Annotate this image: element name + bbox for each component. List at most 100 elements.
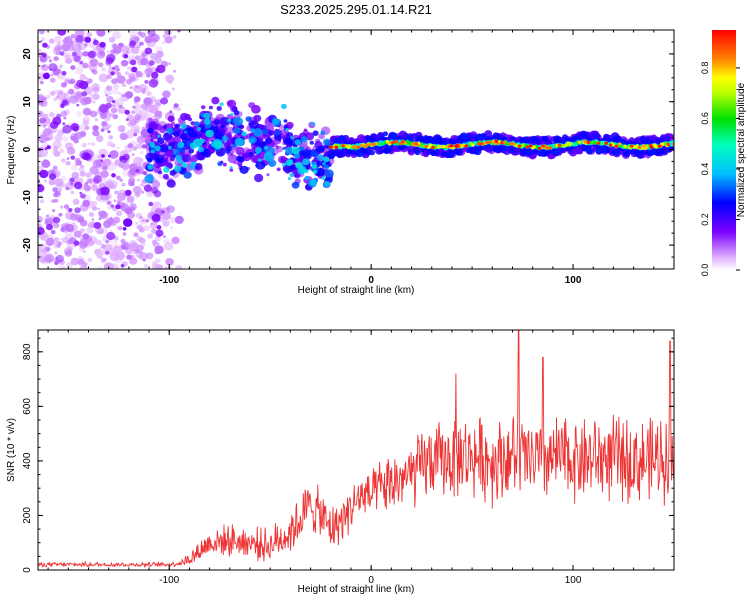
heatmap-cell	[42, 72, 51, 80]
heatmap-cell	[321, 176, 326, 181]
heatmap-cell	[289, 164, 297, 171]
heatmap-cell	[155, 264, 164, 269]
heatmap-cell	[145, 219, 150, 223]
heatmap-cell	[117, 106, 126, 114]
heatmap-cell	[39, 55, 48, 63]
heatmap-cell	[220, 125, 225, 129]
heatmap-cell	[132, 146, 138, 151]
heatmap-cell	[68, 208, 73, 212]
heatmap-cell	[145, 252, 154, 260]
heatmap-cell	[147, 163, 154, 170]
heatmap-cell	[454, 144, 459, 148]
heatmap-cell	[73, 240, 80, 246]
heatmap-cell	[152, 37, 157, 43]
heatmap-cell	[62, 136, 69, 142]
heatmap-cell	[70, 182, 74, 186]
heatmap-cell	[89, 58, 99, 67]
heatmap-cell	[131, 46, 140, 55]
heatmap-cell	[110, 204, 115, 208]
heatmap-cell	[39, 169, 49, 179]
heatmap-cell	[254, 146, 262, 154]
heatmap-cell	[151, 71, 159, 79]
heatmap-cell	[166, 205, 175, 214]
heatmap-cell	[129, 242, 139, 251]
heatmap-cell	[73, 230, 82, 238]
heatmap-cell	[100, 128, 105, 132]
heatmap-cell	[116, 75, 126, 84]
heatmap-cell	[138, 252, 148, 261]
heatmap-cell	[101, 121, 108, 127]
heatmap-cell	[46, 145, 51, 150]
heatmap-cell	[617, 142, 622, 146]
heatmap-cell	[446, 150, 455, 159]
heatmap-cell	[450, 144, 454, 148]
heatmap-cell	[54, 261, 59, 266]
heatmap-cell	[72, 51, 77, 57]
heatmap-cell	[268, 159, 277, 167]
heatmap-cell	[148, 117, 153, 122]
heatmap-cell	[184, 130, 188, 134]
heatmap-cell	[128, 30, 138, 37]
heatmap-cell	[265, 137, 273, 144]
heatmap-cell	[84, 181, 89, 185]
heatmap-cell	[464, 144, 469, 148]
heatmap-cell	[42, 42, 48, 48]
heatmap-cell	[173, 103, 179, 108]
heatmap-cell	[140, 190, 145, 194]
heatmap-cell	[88, 212, 95, 217]
heatmap-cell	[461, 143, 465, 148]
heatmap-cell	[76, 111, 83, 118]
heatmap-cell	[120, 59, 129, 67]
heatmap-cell	[87, 257, 93, 263]
heatmap-cell	[276, 167, 281, 172]
heatmap-cell	[546, 140, 552, 145]
heatmap-cell	[69, 95, 79, 104]
heatmap-cell	[106, 53, 116, 63]
heatmap-cell	[89, 165, 99, 175]
heatmap-cell	[43, 255, 53, 264]
heatmap-cell	[324, 169, 334, 178]
heatmap-cell	[62, 266, 66, 269]
heatmap-cell	[162, 90, 171, 99]
heatmap-cell	[70, 34, 76, 39]
heatmap-cell	[52, 165, 58, 171]
heatmap-cell	[92, 159, 102, 168]
heatmap-cell	[101, 244, 106, 249]
heatmap-cell	[75, 160, 82, 166]
heatmap-cell	[118, 92, 122, 96]
heatmap-cell	[55, 254, 64, 263]
heatmap-cell	[151, 144, 156, 149]
heatmap-cell	[323, 180, 331, 188]
heatmap-cell	[133, 232, 139, 237]
heatmap-cell	[58, 265, 64, 269]
heatmap-cell	[647, 148, 657, 156]
heatmap-cell	[287, 177, 292, 181]
heatmap-cell	[124, 91, 134, 99]
heatmap-cell	[48, 63, 58, 72]
heatmap-cell	[82, 51, 89, 57]
heatmap-cell	[101, 154, 105, 158]
heatmap-cell	[143, 263, 148, 269]
heatmap-cell	[305, 132, 315, 141]
heatmap-cell	[100, 257, 107, 263]
heatmap-cell	[253, 128, 263, 137]
heatmap-cell	[205, 129, 214, 138]
heatmap-cell	[51, 199, 56, 203]
heatmap-cell	[327, 152, 335, 160]
heatmap-cell	[80, 193, 86, 199]
heatmap-cell	[229, 166, 233, 170]
heatmap-cell	[123, 54, 129, 59]
heatmap-cell	[119, 132, 128, 141]
heatmap-cell	[116, 72, 122, 77]
heatmap-cell	[645, 137, 650, 142]
heatmap-cell	[91, 218, 95, 221]
heatmap-cell	[139, 32, 147, 38]
heatmap-cell	[125, 189, 132, 196]
heatmap-cell	[117, 42, 124, 48]
heatmap-cell	[440, 151, 447, 157]
heatmap-cell	[257, 158, 262, 162]
heatmap-cell	[316, 154, 325, 161]
heatmap-cell	[93, 222, 102, 229]
heatmap-cell	[92, 86, 100, 93]
heatmap-cell	[251, 104, 261, 114]
